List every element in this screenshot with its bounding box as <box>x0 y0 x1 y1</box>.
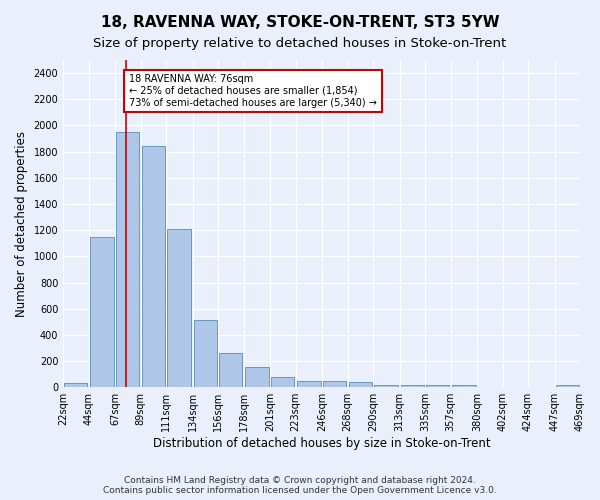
Y-axis label: Number of detached properties: Number of detached properties <box>15 130 28 316</box>
Text: Size of property relative to detached houses in Stoke-on-Trent: Size of property relative to detached ho… <box>94 38 506 51</box>
Bar <box>271 376 294 387</box>
Bar <box>427 385 449 387</box>
Bar <box>504 386 527 387</box>
Text: Contains HM Land Registry data © Crown copyright and database right 2024.
Contai: Contains HM Land Registry data © Crown c… <box>103 476 497 495</box>
Bar <box>142 146 165 387</box>
Bar <box>401 385 424 387</box>
Bar <box>167 229 191 387</box>
Bar <box>297 380 321 387</box>
Bar <box>452 384 476 387</box>
Bar <box>323 382 346 387</box>
Text: 18, RAVENNA WAY, STOKE-ON-TRENT, ST3 5YW: 18, RAVENNA WAY, STOKE-ON-TRENT, ST3 5YW <box>101 15 499 30</box>
Bar <box>194 320 217 387</box>
Bar <box>478 386 501 387</box>
Bar <box>116 132 139 387</box>
Bar <box>529 386 553 387</box>
Bar <box>556 384 579 387</box>
Bar <box>220 352 242 387</box>
Bar <box>349 382 372 387</box>
Bar <box>374 384 398 387</box>
X-axis label: Distribution of detached houses by size in Stoke-on-Trent: Distribution of detached houses by size … <box>153 437 490 450</box>
Bar <box>245 367 269 387</box>
Bar <box>64 384 88 387</box>
Bar <box>90 236 114 387</box>
Text: 18 RAVENNA WAY: 76sqm
← 25% of detached houses are smaller (1,854)
73% of semi-d: 18 RAVENNA WAY: 76sqm ← 25% of detached … <box>129 74 377 108</box>
